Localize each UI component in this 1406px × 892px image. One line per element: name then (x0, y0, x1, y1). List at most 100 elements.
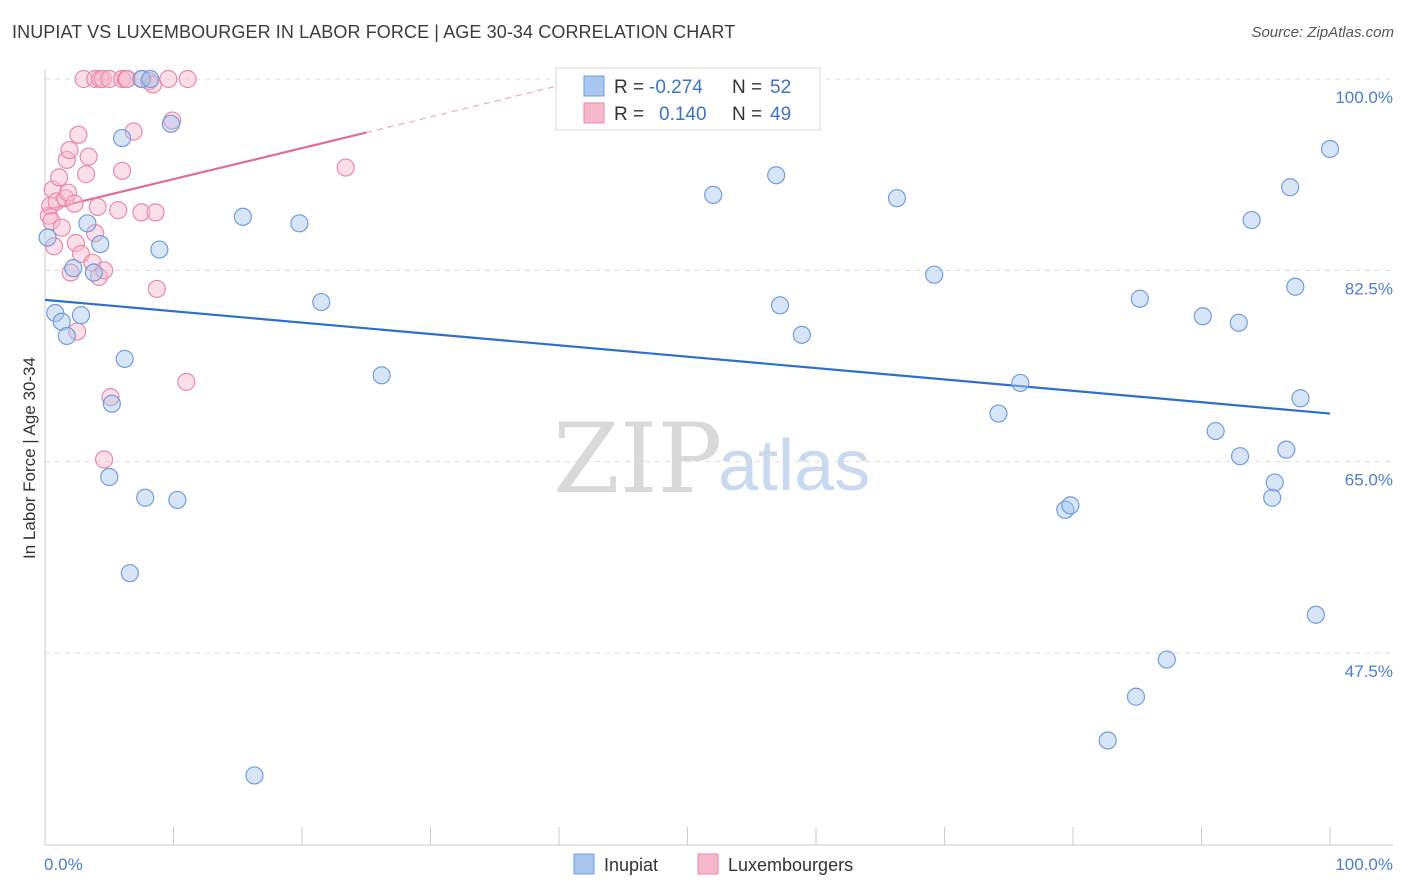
inupiat-point (1291, 389, 1310, 408)
inupiat-point (168, 490, 187, 510)
y-axis-label: In Labor Force | Age 30-34 (20, 357, 39, 559)
inupiat-point (100, 467, 119, 487)
inupiat-point (1130, 289, 1149, 308)
bottom-swatch-luxembourgers (697, 853, 719, 875)
y-tick-label: 82.5% (1345, 279, 1393, 298)
inupiat-point (372, 366, 391, 385)
luxembourgers-point (60, 140, 79, 160)
inupiat-point (57, 326, 76, 346)
luxembourgers-point (77, 165, 96, 184)
inupiat-point (1157, 650, 1176, 669)
inupiat-point (887, 189, 907, 208)
luxembourgers-point (109, 201, 128, 220)
inupiat-point (78, 214, 97, 233)
luxembourgers-point (69, 125, 88, 144)
axes (44, 70, 1393, 846)
inupiat-point (136, 488, 155, 507)
inupiat-point (1281, 178, 1300, 197)
inupiat-point (52, 312, 71, 331)
trend-lines (44, 84, 1331, 415)
luxembourgers-point (178, 69, 197, 89)
inupiat-point (150, 240, 169, 259)
luxembourgers-point (101, 388, 120, 407)
inupiat-point (1320, 139, 1340, 159)
inupiat-point (1193, 307, 1212, 326)
luxembourgers-point (65, 194, 84, 213)
inupiat-point (64, 259, 83, 278)
inupiat-point (1230, 447, 1250, 466)
inupiat-point (1011, 373, 1030, 393)
chart-title: INUPIAT VS LUXEMBOURGER IN LABOR FORCE |… (12, 22, 736, 42)
luxembourgers-point (177, 372, 196, 391)
legend-n-label-1: N = (732, 77, 762, 98)
inupiat-points (38, 69, 1340, 785)
luxembourgers-point (124, 122, 143, 141)
legend-r-label-1: R = (614, 77, 644, 98)
luxembourgers-points (39, 69, 355, 469)
inupiat-point (1126, 687, 1146, 706)
watermark-zip: ZIP (553, 403, 722, 515)
luxembourgers-point (59, 183, 78, 202)
legend-r-value-1: -0.274 (649, 77, 703, 98)
inupiat-point (1061, 496, 1080, 515)
inupiat-point (1242, 210, 1261, 230)
bottom-swatch-inupiat (573, 853, 595, 875)
bottom-legend-inupiat: Inupiat (604, 855, 658, 875)
luxembourgers-point (159, 69, 178, 89)
legend-n-value-2: 49 (770, 104, 791, 125)
y-tick-label: 47.5% (1345, 662, 1393, 681)
legend-r-value-2: 0.140 (659, 104, 707, 125)
inupiat-trend-line (44, 298, 1331, 415)
inupiat-point (112, 128, 132, 148)
luxembourgers-point (336, 158, 355, 177)
inupiat-point (1206, 421, 1225, 441)
inupiat-point (1265, 473, 1284, 492)
luxembourgers-point (50, 168, 69, 187)
luxembourgers-point (52, 218, 71, 237)
luxembourgers-point (112, 69, 132, 89)
inupiat-point (71, 306, 91, 325)
y-tick-label: 65.0% (1345, 471, 1393, 490)
luxembourgers-point (79, 147, 98, 166)
legend-swatch-luxembourgers (583, 102, 605, 124)
legend-swatch-inupiat (583, 75, 605, 97)
inupiat-point (767, 166, 786, 185)
source-label: Source: ZipAtlas.com (1251, 24, 1394, 41)
inupiat-point (925, 265, 944, 284)
series-legend: Inupiat Luxembourgers (573, 853, 853, 875)
legend-r-label-2: R = (614, 104, 644, 125)
inupiat-point (1229, 313, 1248, 332)
x-tick-label-end: 100.0% (1335, 855, 1393, 874)
inupiat-point (102, 394, 121, 413)
grid-lines (45, 78, 1393, 654)
inupiat-point (704, 185, 723, 204)
inupiat-point (312, 292, 331, 312)
luxembourgers-point (93, 69, 112, 89)
inupiat-point (38, 228, 57, 247)
luxembourgers-point (66, 233, 85, 253)
luxembourgers-point (95, 450, 114, 469)
inupiat-point (290, 214, 309, 233)
legend-n-value-1: 52 (770, 77, 791, 98)
inupiat-point (1286, 277, 1305, 296)
tick-labels: 47.5% 65.0% 82.5% 100.0% 0.0% 100.0% (44, 88, 1393, 874)
luxembourgers-point (147, 279, 166, 299)
luxembourgers-point (86, 69, 105, 89)
luxembourgers-point (146, 203, 165, 222)
luxembourgers-point (132, 203, 151, 222)
luxembourgers-point (88, 197, 107, 217)
inupiat-point (84, 263, 103, 282)
legend-n-label-2: N = (732, 104, 762, 125)
inupiat-point (1098, 731, 1117, 750)
bottom-legend-luxembourgers: Luxembourgers (728, 855, 853, 875)
inupiat-point (115, 349, 134, 368)
luxembourgers-trend-extension (366, 84, 560, 134)
inupiat-point (792, 325, 811, 344)
correlation-legend: R = -0.274 N = 52 R = 0.140 N = 49 (555, 67, 821, 131)
inupiat-point (141, 69, 160, 89)
inupiat-point (91, 234, 110, 254)
inupiat-point (770, 296, 790, 315)
inupiat-point (1263, 488, 1282, 507)
inupiat-point (161, 114, 181, 133)
